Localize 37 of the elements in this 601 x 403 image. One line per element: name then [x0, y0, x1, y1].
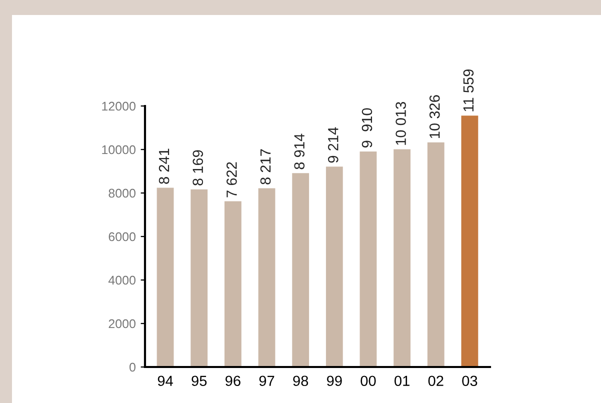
x-tick-label: 99: [326, 376, 342, 386]
y-tick-label: 2000: [108, 319, 136, 328]
bar: [360, 151, 377, 367]
y-tick-label: 10000: [102, 145, 136, 154]
bar: [461, 116, 478, 367]
y-tick-label: 0: [130, 362, 136, 372]
bar: [190, 189, 208, 367]
x-tick-label: 95: [192, 376, 207, 386]
bar: [156, 188, 174, 367]
x-tick-label: 94: [158, 376, 173, 386]
bar: [258, 188, 276, 367]
y-tick-label: 8000: [108, 188, 136, 198]
x-tick-label: 00: [360, 376, 376, 386]
bar: [224, 201, 242, 367]
y-tick-label: 12000: [102, 102, 136, 111]
bar: [326, 166, 343, 367]
data-label: 9 214: [328, 127, 338, 163]
data-label: 8 169: [192, 150, 204, 186]
x-tick-label: 98: [293, 376, 308, 386]
data-label: 10 326: [429, 95, 440, 138]
x-tick-label: 01: [394, 376, 410, 386]
data-label: 11 559: [463, 69, 474, 112]
data-label: 7 622: [226, 162, 237, 198]
y-tick-label: 6000: [108, 232, 136, 242]
data-label: 8 914: [294, 134, 305, 170]
y-tick-label: 4000: [108, 276, 136, 285]
data-label: 8 217: [260, 149, 271, 184]
data-label: 9 910: [362, 108, 372, 148]
x-tick-label: 02: [428, 376, 444, 386]
x-tick-label: 96: [226, 376, 240, 386]
bar: [394, 149, 411, 367]
x-tick-label: 03: [462, 376, 478, 386]
bar: [292, 173, 310, 367]
x-tick-label: 97: [259, 376, 274, 386]
data-label: 10 013: [396, 102, 406, 145]
bar: [427, 142, 444, 367]
data-label: 8 241: [158, 148, 170, 184]
